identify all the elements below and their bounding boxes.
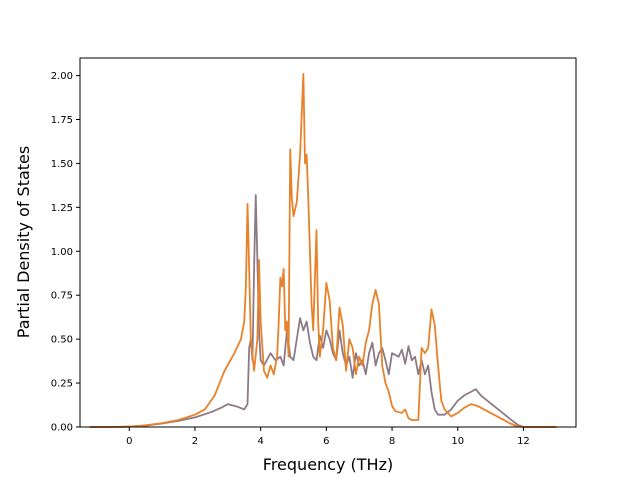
y-tick-label: 2.00: [51, 71, 73, 82]
y-tick-label: 0.50: [51, 335, 73, 346]
x-tick-label: 6: [323, 436, 329, 447]
x-tick-label: 2: [192, 436, 198, 447]
y-tick-label: 0.75: [51, 291, 73, 302]
x-tick-label: 12: [517, 436, 530, 447]
y-tick-label: 1.25: [51, 203, 73, 214]
y-tick-label: 1.00: [51, 247, 73, 258]
axes-frame: [79, 57, 577, 428]
x-tick-label: 4: [257, 436, 263, 447]
x-axis-label: Frequency (THz): [263, 455, 393, 474]
x-tick-label: 10: [451, 436, 464, 447]
y-tick-label: 0.25: [51, 379, 73, 390]
x-tick-label: 0: [126, 436, 132, 447]
y-tick-label: 0.00: [51, 423, 73, 434]
series-layer: [89, 72, 557, 428]
x-axis-ticks: 0 2 4 6 8 10 12: [126, 427, 530, 447]
y-tick-label: 1.75: [51, 115, 73, 126]
y-axis-ticks: 0.00 0.25 0.50 0.75 1.00 1.25 1.50 1.75 2.00: [51, 71, 80, 434]
series-line-2: [89, 72, 557, 428]
y-axis-label: Partial Density of States: [14, 146, 33, 338]
x-tick-label: 8: [389, 436, 395, 447]
y-tick-label: 1.50: [51, 159, 73, 170]
